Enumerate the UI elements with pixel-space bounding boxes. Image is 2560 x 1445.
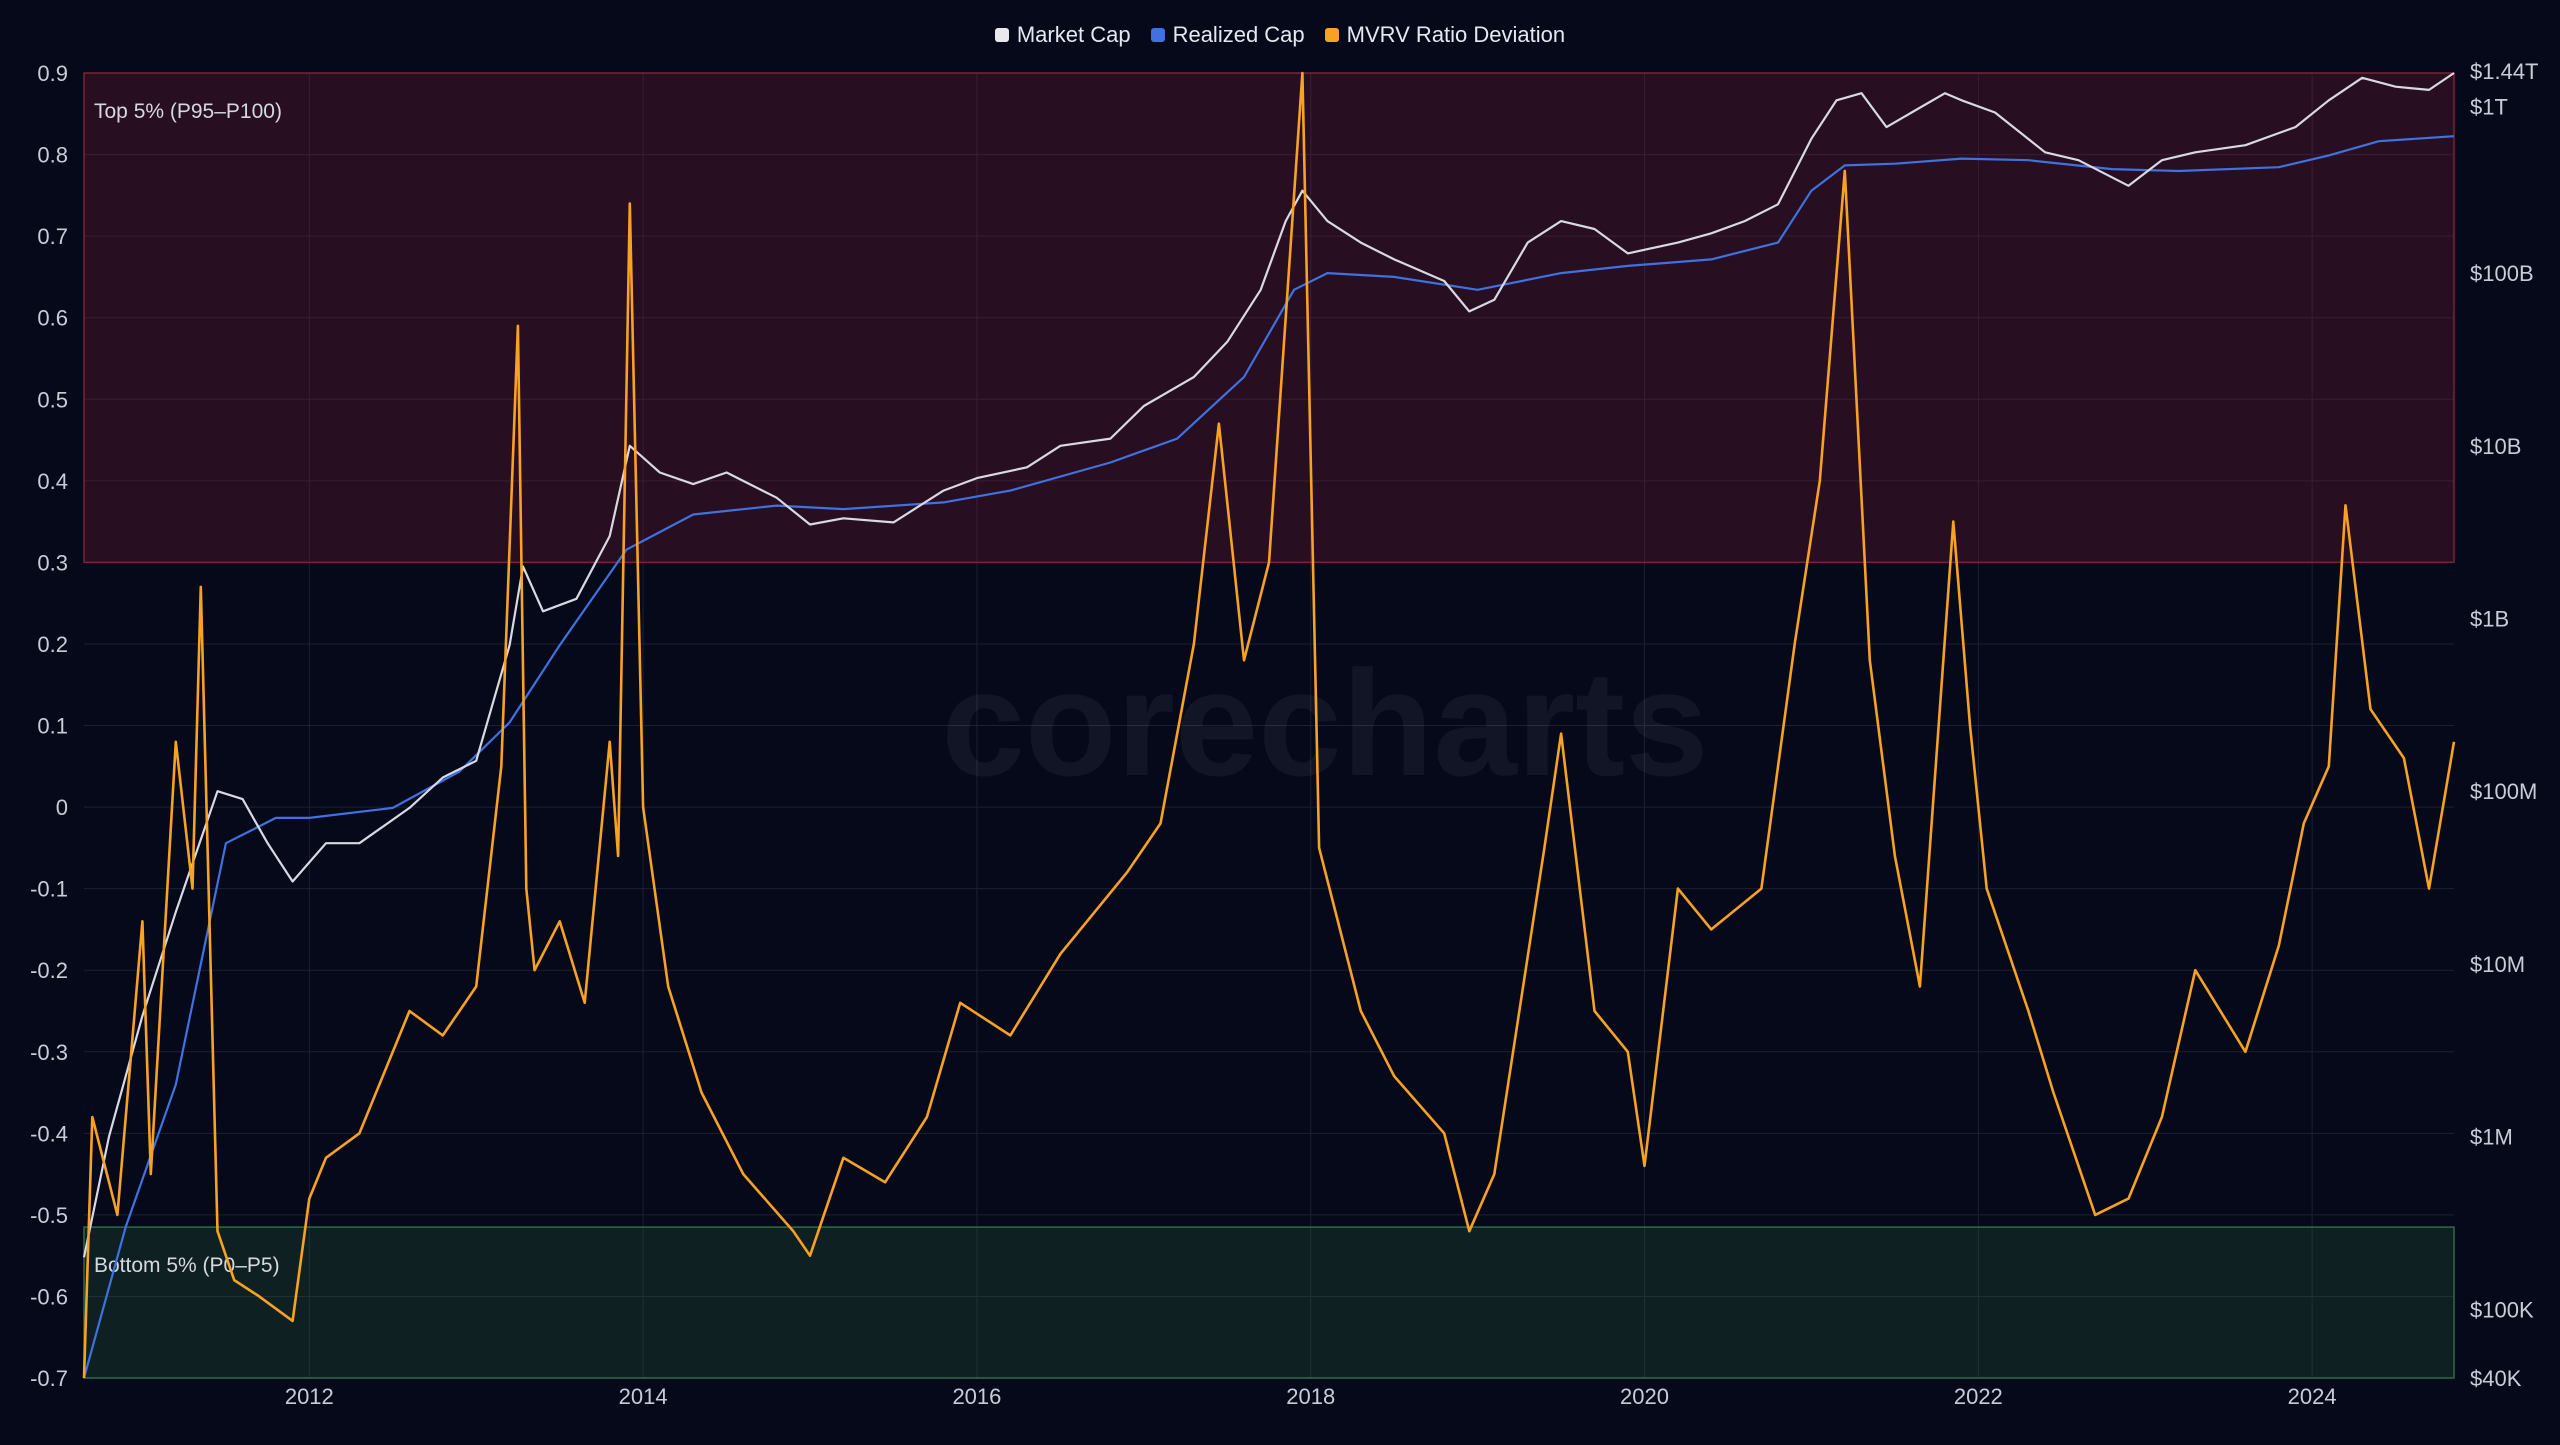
y-left-tick-12: -0.3 [30, 1040, 68, 1065]
y-right-tick-2: $100B [2470, 261, 2534, 286]
y-left-tick-2: 0.7 [37, 224, 68, 249]
legend-mvrv[interactable]: MVRV Ratio Deviation [1324, 22, 1566, 48]
legend: Market Cap Realized Cap MVRV Ratio Devia… [0, 22, 2560, 48]
y-left-tick-4: 0.5 [37, 387, 68, 412]
y-left-tick-7: 0.2 [37, 632, 68, 657]
y-left-tick-3: 0.6 [37, 306, 68, 331]
y-left-tick-10: -0.1 [30, 877, 68, 902]
x-tick-0: 2012 [285, 1384, 334, 1409]
y-right-tick-7: $1M [2470, 1125, 2513, 1150]
legend-swatch-mvrv [1324, 28, 1339, 42]
x-tick-5: 2022 [1954, 1384, 2003, 1409]
legend-label-market-cap: Market Cap [1016, 22, 1131, 47]
legend-market-cap[interactable]: Market Cap [994, 22, 1131, 48]
legend-swatch-realized-cap [1150, 28, 1165, 42]
y-left-tick-15: -0.6 [30, 1284, 68, 1309]
y-left-tick-11: -0.2 [30, 958, 68, 983]
y-left-tick-8: 0.1 [37, 714, 68, 739]
y-left-tick-6: 0.3 [37, 550, 68, 575]
x-tick-2: 2016 [952, 1384, 1001, 1409]
legend-label-mvrv: MVRV Ratio Deviation [1346, 22, 1566, 47]
y-left-tick-5: 0.4 [37, 469, 68, 494]
y-left-tick-9: 0 [56, 795, 68, 820]
y-right-tick-9: $40K [2470, 1366, 2522, 1391]
y-left-tick-16: -0.7 [30, 1366, 68, 1391]
y-left-tick-14: -0.5 [30, 1203, 68, 1228]
y-left-tick-1: 0.8 [37, 143, 68, 168]
y-right-tick-6: $10M [2470, 952, 2525, 977]
y-right-tick-3: $10B [2470, 434, 2521, 459]
y-right-tick-1: $1T [2470, 94, 2508, 119]
y-right-tick-0: $1.44T [2470, 59, 2539, 84]
bottom-band-label: Bottom 5% (P0–P5) [94, 1254, 280, 1277]
legend-realized-cap[interactable]: Realized Cap [1150, 22, 1305, 48]
mvrv-deviation-line [82, 71, 2456, 1379]
top-band [83, 72, 2455, 564]
bottom-band [83, 1226, 2455, 1379]
x-tick-3: 2018 [1286, 1384, 1335, 1409]
x-tick-6: 2024 [2288, 1384, 2337, 1409]
legend-label-realized-cap: Realized Cap [1172, 22, 1305, 47]
watermark: corecharts [941, 639, 1708, 807]
realized-cap-line [82, 135, 2455, 1379]
market-cap-line [82, 72, 2455, 1258]
y-right-tick-5: $100M [2470, 779, 2537, 804]
y-right-tick-8: $100K [2470, 1297, 2534, 1322]
legend-swatch-market-cap [994, 28, 1009, 42]
top-band-label: Top 5% (P95–P100) [94, 100, 282, 123]
x-tick-1: 2014 [619, 1384, 668, 1409]
y-right-tick-4: $1B [2470, 606, 2509, 631]
x-tick-4: 2020 [1620, 1384, 1669, 1409]
y-left-tick-0: 0.9 [37, 61, 68, 86]
y-left-tick-13: -0.4 [30, 1121, 68, 1146]
